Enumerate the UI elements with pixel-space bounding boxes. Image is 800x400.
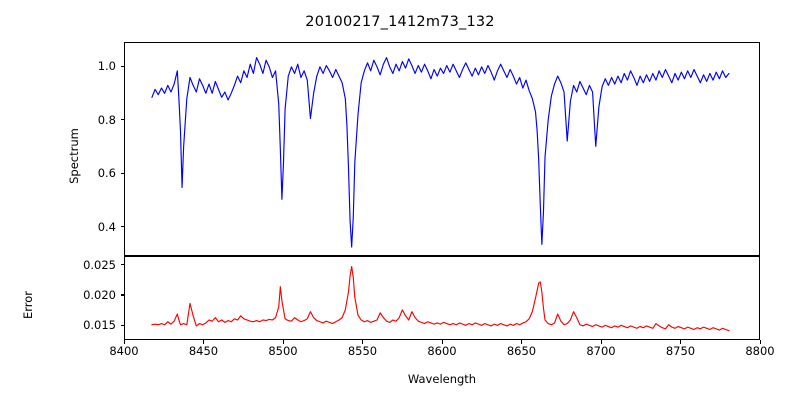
error-y-axis-label: Error	[21, 290, 35, 320]
spectrum-y-tick-label-0.4: 0.4	[97, 219, 116, 234]
x-tick-mark	[521, 340, 523, 344]
spectrum-plot-area	[125, 43, 759, 255]
error-y-tick-mark	[120, 324, 124, 326]
error-y-tick-label-0.015: 0.015	[83, 318, 116, 333]
x-tick-label-8400: 8400	[109, 344, 139, 358]
x-tick-label-8700: 8700	[586, 344, 616, 358]
x-axis-label: Wavelength	[407, 372, 477, 386]
spectrum-y-tick-mark	[120, 119, 124, 121]
error-y-tick-label-0.020: 0.020	[83, 287, 116, 302]
error-y-tick-mark	[120, 294, 124, 296]
x-tick-mark	[362, 340, 364, 344]
x-tick-label-8650: 8650	[506, 344, 537, 358]
x-tick-mark	[282, 340, 284, 344]
x-tick-label-8800: 8800	[745, 344, 775, 358]
x-tick-label-8450: 8450	[188, 344, 219, 358]
x-tick-mark	[441, 340, 443, 344]
spectrum-panel	[124, 42, 760, 256]
error-plot-area	[125, 257, 759, 339]
x-tick-mark	[759, 340, 761, 344]
x-tick-mark	[123, 340, 125, 344]
x-tick-label-8500: 8500	[268, 344, 298, 358]
spectrum-y-tick-mark	[120, 65, 124, 67]
x-tick-mark	[680, 340, 682, 344]
error-y-tick-label-0.025: 0.025	[83, 257, 116, 272]
spectrum-line	[152, 58, 729, 247]
error-line	[152, 267, 729, 331]
error-panel	[124, 256, 760, 340]
spectrum-y-axis-label: Spectrum	[67, 128, 81, 184]
spectrum-y-tick-mark	[120, 172, 124, 174]
x-tick-label-8550: 8550	[347, 344, 378, 358]
x-tick-mark	[600, 340, 602, 344]
spectrum-y-tick-label-0.6: 0.6	[97, 166, 116, 181]
spectrum-y-tick-mark	[120, 226, 124, 228]
page-title: 20100217_1412m73_132	[305, 14, 495, 30]
spectrum-y-tick-label-1.0: 1.0	[97, 59, 116, 74]
spectrum-y-tick-label-0.8: 0.8	[97, 112, 116, 127]
x-tick-mark	[203, 340, 205, 344]
x-tick-label-8600: 8600	[427, 344, 457, 358]
x-tick-label-8750: 8750	[665, 344, 696, 358]
error-y-tick-mark	[120, 264, 124, 266]
